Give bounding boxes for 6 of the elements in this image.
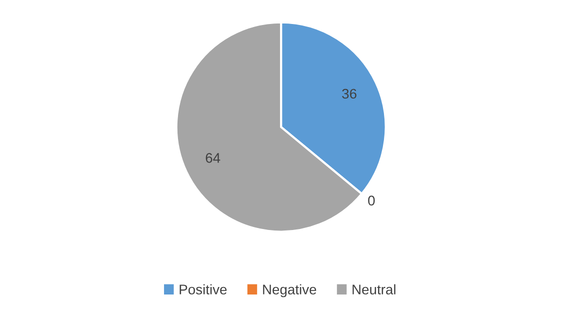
- data-label: 64: [206, 153, 220, 163]
- text: 0: [368, 196, 375, 206]
- legend-label: Neutral: [352, 284, 396, 294]
- legend-label: Negative: [263, 284, 316, 298]
- data-label: 36: [342, 88, 356, 99]
- legend-label: Positive: [180, 284, 227, 294]
